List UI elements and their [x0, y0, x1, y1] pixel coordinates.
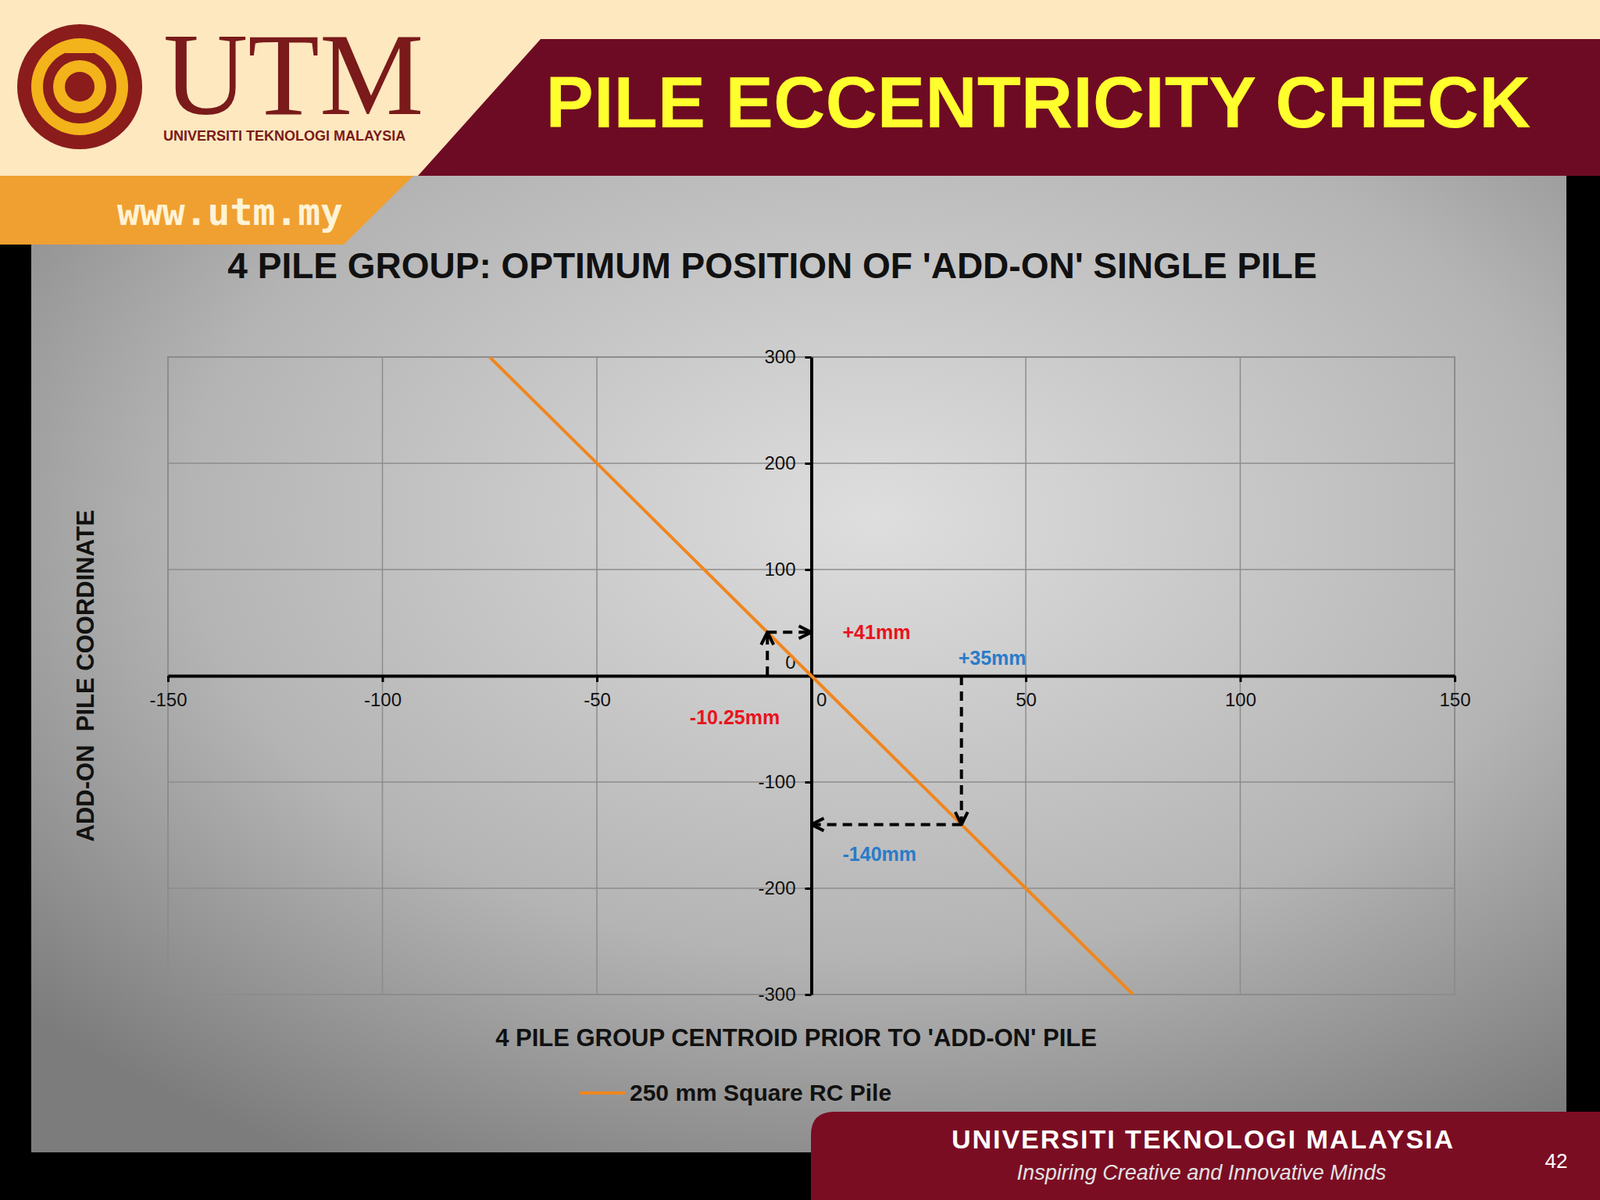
logo-ring: [53, 60, 107, 114]
y-grid-line: [167, 356, 1455, 358]
logo-ring: [64, 71, 95, 102]
x-tick-label: -50: [583, 689, 611, 711]
y-tick-mark: [805, 356, 812, 359]
x-tick-label: 150: [1439, 689, 1471, 711]
x-tick-mark: [167, 675, 170, 683]
header-title: PILE ECCENTRICITY CHECK: [546, 62, 1532, 143]
annotation-x-label: +35mm: [958, 646, 1027, 669]
y-tick-label: -200: [757, 877, 796, 899]
y-tick-label: 100: [764, 558, 796, 580]
legend-swatch: [579, 1091, 625, 1095]
y-tick: -200: [757, 877, 811, 899]
x-tick: 150: [1439, 675, 1471, 711]
x-grid-line: [596, 357, 598, 995]
content-panel: [31, 175, 1567, 1153]
y-tick-mark: [805, 887, 812, 890]
x-tick: 0: [811, 675, 827, 711]
x-tick-mark: [596, 675, 599, 683]
y-tick: 300: [764, 346, 811, 368]
annotation-y-label: +41mm: [842, 621, 911, 643]
y-grid-line: [167, 781, 1455, 783]
x-tick: 100: [1225, 675, 1257, 711]
y-tick: -100: [757, 771, 811, 793]
y-tick-mark: [805, 568, 812, 572]
x-tick: 50: [1015, 675, 1037, 711]
y-axis: -300-200-1000100200300: [757, 346, 812, 1005]
chart-title: 4 PILE GROUP: OPTIMUM POSITION OF 'ADD-O…: [227, 245, 1317, 286]
y-grid-line: [167, 993, 1455, 996]
x-tick-mark: [1453, 675, 1457, 683]
url-band: [0, 175, 414, 245]
y-tick-mark: [805, 781, 812, 784]
background: [0, 0, 1600, 1200]
annotation-arrow: [811, 822, 962, 826]
y-grid-line: [167, 568, 1455, 571]
y-tick: 100: [764, 558, 811, 580]
x-axis-title: 4 PILE GROUP CENTROID PRIOR TO 'ADD-ON' …: [495, 1024, 1097, 1052]
y-tick: 200: [764, 452, 811, 474]
annotation-arrow: [767, 630, 811, 634]
plot-frame: [167, 357, 1455, 995]
x-tick-label: -100: [364, 689, 402, 711]
logo-bar: [65, 45, 94, 54]
x-tick-label: -150: [149, 689, 187, 711]
logo-ring: [42, 50, 117, 124]
x-tick-label: 0: [816, 689, 827, 711]
annotation-arrow: [960, 675, 964, 825]
logo: [17, 24, 143, 150]
header-banner: [417, 39, 1600, 176]
footer-title: UNIVERSITI TEKNOLOGI MALAYSIA: [951, 1124, 1455, 1154]
logo-ring: [31, 38, 129, 136]
x-tick-mark: [382, 675, 385, 683]
y-tick-label: -300: [757, 983, 796, 1005]
y-tick-label: 200: [764, 452, 796, 474]
y-axis-title: ADD-ON PILE COORDINATE: [71, 510, 100, 843]
y-tick: -300: [757, 983, 811, 1005]
x-grid-line: [1025, 357, 1027, 995]
y-grid-line: [167, 887, 1455, 890]
annotation-arrow: [765, 632, 769, 676]
page-number: 42: [1545, 1149, 1568, 1173]
x-tick-label: 50: [1015, 689, 1037, 711]
legend: 250 mm Square RC Pile: [579, 1079, 892, 1106]
grid: [167, 357, 1455, 995]
annotation-x-label: -10.25mm: [689, 706, 780, 729]
y-tick-mark: [805, 993, 812, 997]
slide: UTMUNIVERSITI TEKNOLOGI MALAYSIAPILE ECC…: [0, 0, 1600, 1200]
logo-ring: [17, 24, 143, 150]
y-tick-label: 300: [764, 346, 796, 368]
x-grid-line: [1453, 357, 1456, 995]
x-grid-line: [382, 357, 384, 995]
legend-label: 250 mm Square RC Pile: [629, 1079, 892, 1106]
annotations: +41mm -10.25mm -140mm +35mm: [689, 621, 1027, 865]
chart: 4 PILE GROUP: OPTIMUM POSITION OF 'ADD-O…: [71, 245, 1472, 1106]
y-tick-mark: [805, 462, 812, 465]
x-tick: -150: [149, 675, 187, 711]
logo-text: UTM: [163, 9, 424, 140]
footer-tagline: Inspiring Creative and Innovative Minds: [1017, 1160, 1387, 1185]
annotation-y-label: -140mm: [842, 842, 918, 865]
title-line: 4 PILE GROUP: OPTIMUM POSITION OF 'ADD-O…: [227, 245, 1317, 286]
x-tick-mark: [1025, 675, 1028, 683]
plot-marks: [489, 357, 1134, 995]
footer-band: [810, 1111, 1600, 1200]
x-tick-label: 100: [1225, 689, 1257, 711]
x-grid-line: [167, 357, 169, 995]
header-band: [0, 0, 1600, 176]
logo-subtitle: UNIVERSITI TEKNOLOGI MALAYSIA: [163, 128, 406, 144]
x-tick: -100: [364, 675, 402, 711]
x-tick-mark: [1239, 675, 1243, 683]
series-line: [489, 357, 1134, 995]
x-tick: -50: [583, 675, 611, 711]
y-tick-label: -100: [757, 771, 796, 793]
x-grid-line: [1239, 357, 1242, 995]
website: www.utm.my: [117, 189, 343, 234]
y-grid-line: [167, 462, 1455, 465]
